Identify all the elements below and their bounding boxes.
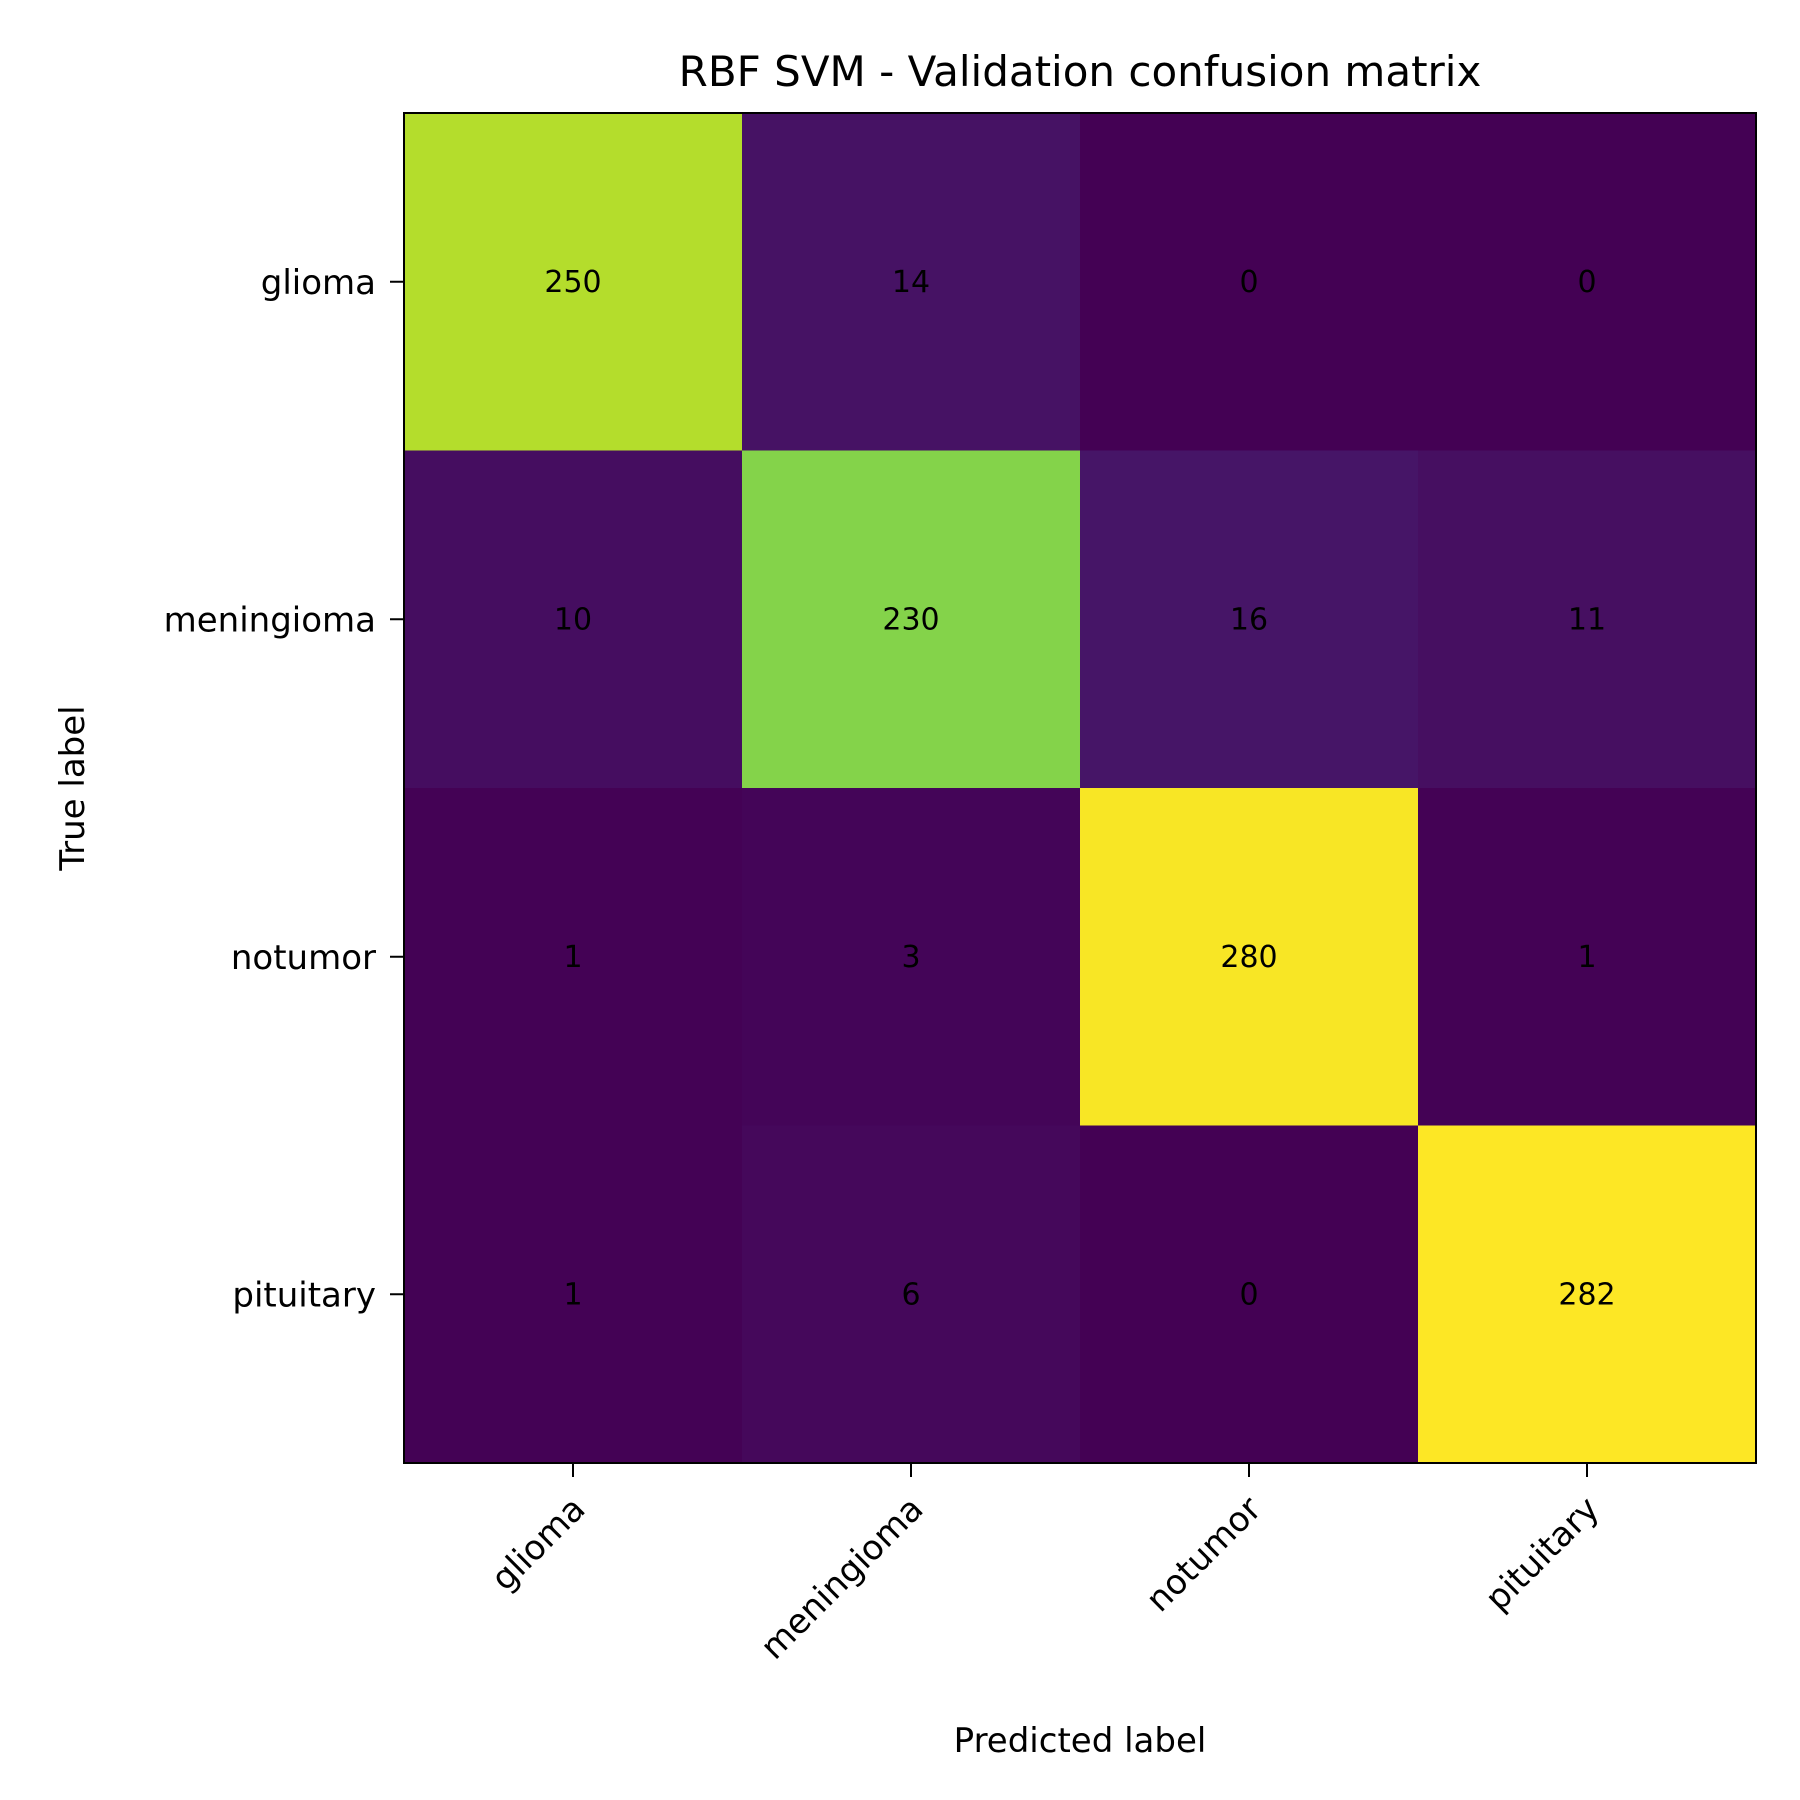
heatmap-cell <box>1080 450 1419 789</box>
heatmap-cell <box>1080 113 1419 451</box>
heatmap-cell-labels: 250 14 0 010 230 16 111 3 280 11 6 0 282 <box>544 265 1615 1313</box>
heatmap-cell <box>1418 1125 1757 1464</box>
heatmap-cell <box>742 450 1081 789</box>
heatmap-cell <box>404 1125 743 1464</box>
heatmap-cell <box>404 113 743 451</box>
heatmap-cell <box>1418 788 1757 1126</box>
cell-value-label: 10 <box>554 602 592 637</box>
cell-value-label: 280 <box>1220 940 1277 975</box>
heatmap-cell <box>742 1125 1081 1464</box>
heatmap-cell <box>404 788 743 1126</box>
heatmap-cells <box>404 113 1757 1464</box>
y-tick-label: notumor <box>231 938 376 978</box>
y-axis-ticks: glioma meningioma notumor pituitary <box>164 263 404 1315</box>
heatmap-cell <box>742 113 1081 451</box>
cell-value-label: 11 <box>1568 602 1606 637</box>
x-axis-label: Predicted label <box>954 1721 1207 1761</box>
cell-value-label: 250 <box>544 265 601 300</box>
cell-value-label: 230 <box>882 602 939 637</box>
cell-value-label: 0 <box>1239 265 1258 300</box>
y-tick-label: glioma <box>261 263 376 303</box>
heatmap-cell <box>1418 113 1757 451</box>
cell-value-label: 6 <box>901 1277 920 1312</box>
cell-value-label: 0 <box>1577 265 1596 300</box>
heatmap-cell <box>742 788 1081 1126</box>
cell-value-label: 16 <box>1230 602 1268 637</box>
cell-value-label: 3 <box>901 940 920 975</box>
cell-value-label: 0 <box>1239 1277 1258 1312</box>
cell-value-label: 14 <box>892 265 930 300</box>
plot-frame <box>403 112 1757 1464</box>
y-tick-label: meningioma <box>164 600 376 640</box>
heatmap-cell <box>1080 788 1419 1126</box>
cell-value-label: 1 <box>563 1277 582 1312</box>
y-tick-label: pituitary <box>232 1275 376 1315</box>
y-axis-label: True label <box>53 705 93 871</box>
cell-value-label: 282 <box>1558 1277 1615 1312</box>
chart-title: RBF SVM - Validation confusion matrix <box>679 47 1482 96</box>
heatmap-cell <box>1080 1125 1419 1464</box>
heatmap-cell <box>404 450 743 789</box>
cell-value-label: 1 <box>563 940 582 975</box>
cell-value-label: 1 <box>1577 940 1596 975</box>
heatmap-cell <box>1418 450 1757 789</box>
